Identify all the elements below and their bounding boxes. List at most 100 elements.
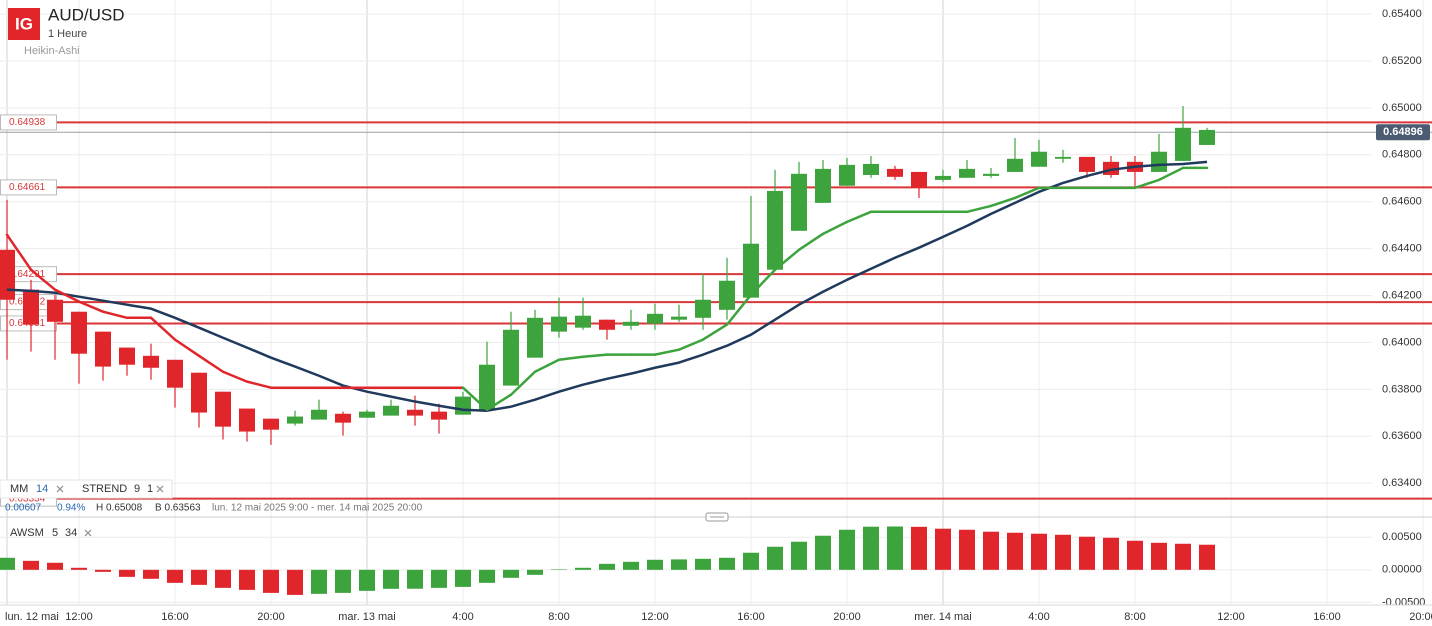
bar [1175,543,1191,570]
candle-body [695,299,711,318]
candle-body [791,173,807,231]
supertrend-segment [5,233,33,271]
supertrend-segment [173,338,201,358]
bar [911,526,927,570]
y-tick-label: 0.65200 [1382,55,1422,67]
candle-body [191,372,207,413]
supertrend-segment [653,348,681,356]
candle-body [263,418,279,430]
bar [1031,533,1047,570]
info-change-pct: 0.94% [57,503,85,514]
candle-body [167,359,183,388]
candle-body [23,289,39,325]
logo [8,8,40,40]
moving-average-line [6,160,1208,412]
bar [863,526,879,570]
supertrend-segment [701,323,729,341]
candle-body [1175,127,1191,161]
level-label: 0.64938 [9,117,46,128]
bar [287,569,303,595]
y-tick-label: 0.64400 [1382,243,1422,255]
candle-body [815,168,831,203]
candle-body [983,173,999,176]
candle-body [47,299,63,322]
candle-body [1199,129,1215,145]
supertrend-segment [461,386,489,412]
candle-body [95,331,111,367]
bar [263,569,279,593]
supertrend-segment [845,210,873,224]
bar [311,569,327,594]
y-tick-label: 0.63800 [1382,383,1422,395]
x-tick-label: 16:00 [1313,611,1341,623]
close-button[interactable] [156,485,164,493]
supertrend-segment [797,232,825,252]
level-label: 0.64291 [9,269,46,280]
bar [1127,540,1143,570]
bar [143,569,159,579]
bar [503,569,519,578]
y-tick-label: 0.63400 [1382,477,1422,489]
legend-param: 14 [36,483,48,495]
candle-body [119,347,135,365]
bar [887,526,903,570]
x-tick-label: 8:00 [548,611,569,623]
candle-body [935,175,951,180]
supertrend-segment [221,370,249,383]
bar [839,529,855,570]
bar [23,560,39,570]
x-tick-label: 4:00 [452,611,473,623]
bar [1151,542,1167,570]
candle-body [359,411,375,418]
y-tick-label: -0.00500 [1382,596,1425,608]
supertrend-segment [725,293,753,326]
close-button[interactable] [84,529,92,537]
supertrend-segment [821,220,849,236]
info-high: H 0.65008 [96,503,143,514]
info-change: 0.00607 [5,503,42,514]
last-price-label: 0.64896 [1383,126,1423,138]
bar [47,562,63,570]
legend-param: 1 [147,483,153,495]
candle-body [503,329,519,386]
info-low: B 0.63563 [155,503,201,514]
candle-body [647,313,663,324]
candle-body [527,317,543,358]
x-tick-label: 12:00 [65,611,93,623]
bar [407,569,423,589]
supertrend-segment [677,338,705,351]
bar [335,569,351,593]
x-tick-label: 20:00 [257,611,285,623]
candle-body [1151,151,1167,172]
x-tick-label: mer. 14 mai [914,611,971,623]
x-tick-label: 20:00 [1409,611,1432,623]
candle-body [239,408,255,432]
bar [1007,532,1023,570]
marks [0,106,1215,595]
candle-body [335,413,351,423]
supertrend-segment [1013,186,1041,200]
candle-body [287,416,303,424]
candle-body [71,311,87,354]
y-tick-label: 0.65400 [1382,8,1422,20]
candle-body [911,171,927,188]
candle-body [1007,158,1023,172]
close-button[interactable] [56,485,64,493]
supertrend-segment [197,354,225,374]
y-tick-label: 0.63600 [1382,430,1422,442]
candle-body [407,409,423,416]
candle-body [1055,156,1071,159]
bar [215,569,231,588]
bar [71,567,87,570]
x-tick-label: 20:00 [833,611,861,623]
bar [0,557,15,570]
bar [623,561,639,570]
bar [95,569,111,572]
x-tick-label: mar. 13 mai [338,611,395,623]
bar [383,569,399,589]
x-tick-label: 12:00 [641,611,669,623]
supertrend-segment [1133,178,1161,190]
